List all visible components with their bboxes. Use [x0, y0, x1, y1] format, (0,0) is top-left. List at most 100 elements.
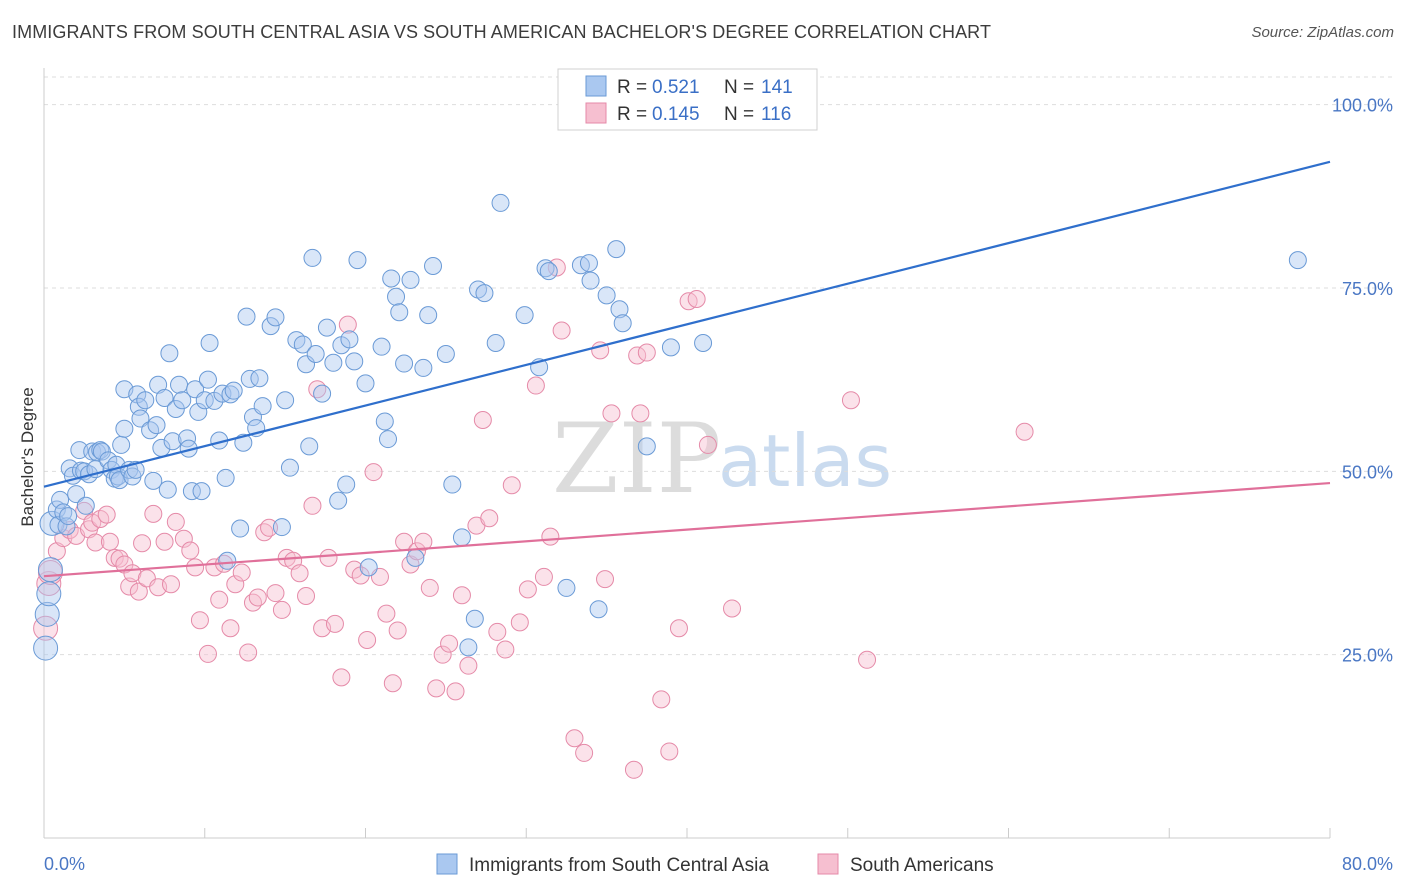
data-point [475, 284, 494, 303]
data-point [436, 345, 455, 363]
data-point [100, 532, 119, 551]
data-point [379, 430, 398, 449]
data-point [224, 381, 243, 400]
data-point [419, 306, 438, 325]
legend-r-label-pink: R = [617, 104, 647, 125]
bottom-legend-swatch-blue [436, 853, 458, 875]
data-point [297, 587, 316, 605]
data-point [173, 391, 192, 410]
data-point [440, 634, 459, 653]
data-point [348, 251, 367, 270]
data-point [698, 435, 717, 454]
data-point [473, 411, 492, 429]
data-point [356, 374, 375, 393]
data-point [536, 259, 555, 278]
data-point [99, 451, 118, 470]
data-point [163, 432, 182, 451]
data-point [345, 352, 364, 371]
data-point [526, 376, 545, 395]
data-point [383, 674, 402, 693]
data-point [303, 496, 322, 515]
data-point [166, 512, 185, 531]
data-point [575, 743, 594, 762]
data-point [510, 613, 529, 632]
data-point [190, 611, 209, 630]
data-point [97, 505, 116, 524]
watermark-atlas: atlas [718, 419, 892, 503]
data-point [325, 614, 344, 633]
data-point [144, 504, 163, 523]
data-point [452, 586, 471, 605]
data-point [86, 533, 105, 552]
data-point [541, 527, 560, 546]
data-point [496, 640, 515, 659]
data-point [266, 308, 285, 327]
data-point [610, 300, 629, 319]
data-point [195, 391, 214, 410]
data-point [37, 557, 63, 583]
data-point [243, 593, 262, 612]
data-point [131, 409, 150, 428]
data-point [669, 619, 688, 638]
data-point [186, 558, 205, 577]
data-point [637, 437, 656, 456]
data-point [465, 609, 484, 628]
data-point [338, 315, 357, 334]
data-point [280, 458, 299, 477]
data-point [486, 334, 505, 352]
data-point [414, 532, 433, 551]
legend-r-value-blue: 0.521 [652, 77, 700, 98]
data-point [337, 475, 356, 494]
watermark: ZIP atlas [552, 403, 892, 515]
y-axis-label: Bachelor's Degree [18, 387, 37, 526]
data-point [313, 384, 332, 403]
data-point [332, 668, 351, 687]
data-point [36, 571, 62, 597]
data-point [552, 321, 571, 340]
data-point [631, 404, 650, 423]
data-point [210, 590, 229, 609]
series-immigrants-south-central-asia [33, 193, 1307, 661]
data-point [694, 334, 713, 352]
data-point [661, 338, 680, 357]
data-point [502, 476, 521, 495]
data-point [652, 690, 671, 709]
x-tick-label-max: 80.0% [1342, 854, 1393, 874]
legend-swatch-blue [585, 75, 607, 97]
data-point [589, 600, 608, 619]
data-point [443, 475, 462, 494]
legend-r-label-blue: R = [617, 77, 647, 98]
data-point [144, 471, 163, 490]
data-point [565, 729, 584, 748]
data-point [147, 416, 166, 435]
data-point [36, 581, 62, 607]
data-point [33, 615, 59, 641]
data-point [841, 391, 860, 410]
data-point [266, 584, 285, 603]
data-point [272, 518, 291, 537]
data-point [261, 317, 280, 336]
data-point [375, 412, 394, 431]
y-tick-label: 100.0% [1332, 96, 1393, 116]
data-point [596, 570, 615, 589]
data-point [216, 468, 235, 487]
data-point [518, 580, 537, 599]
data-point [424, 257, 443, 275]
data-point [390, 303, 409, 322]
data-point [660, 742, 679, 761]
bottom-legend-swatch-pink [817, 853, 839, 875]
data-point [198, 370, 217, 389]
legend-r-value-pink: 0.145 [652, 104, 700, 125]
data-point [1288, 251, 1307, 270]
legend-swatch-pink [585, 102, 607, 124]
data-point [158, 480, 177, 499]
data-point [317, 318, 336, 337]
data-point [260, 518, 279, 537]
data-point [232, 563, 251, 582]
data-point [182, 482, 201, 501]
data-point [300, 437, 319, 456]
data-point [200, 334, 219, 352]
data-point [607, 240, 626, 259]
x-tick-label-min: 0.0% [44, 854, 85, 874]
